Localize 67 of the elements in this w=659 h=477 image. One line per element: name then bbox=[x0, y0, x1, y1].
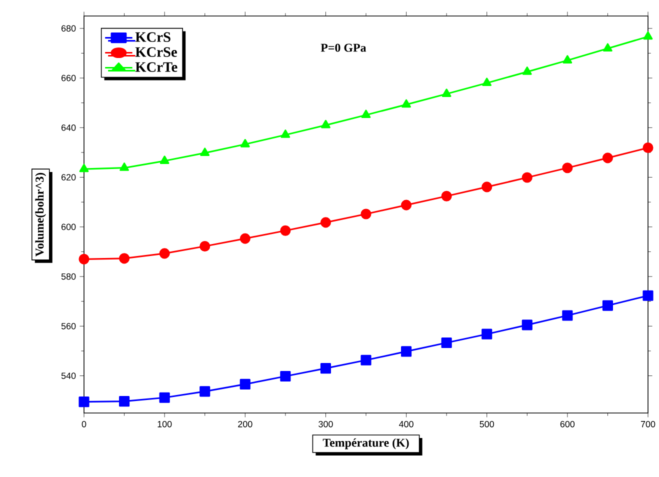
legend-label: KCrSe bbox=[135, 47, 177, 57]
point bbox=[522, 66, 532, 75]
point bbox=[159, 392, 170, 403]
point bbox=[482, 182, 492, 192]
legend-label: KCrS bbox=[135, 32, 170, 42]
point bbox=[602, 300, 614, 311]
x-axis-title: Température (K) bbox=[322, 438, 409, 450]
y-tick-label: 600 bbox=[62, 224, 76, 230]
point bbox=[441, 337, 452, 348]
y-tick-label: 640 bbox=[62, 124, 76, 131]
point bbox=[200, 240, 210, 252]
y-axis-title: Volume(bohr^3) bbox=[35, 172, 46, 256]
point bbox=[160, 156, 170, 164]
y-tick-label: 560 bbox=[61, 322, 76, 330]
point bbox=[200, 386, 210, 397]
y-tick-label: 540 bbox=[61, 372, 76, 379]
point bbox=[280, 225, 291, 236]
point bbox=[200, 148, 210, 156]
x-tick-label: 700 bbox=[640, 420, 656, 428]
point bbox=[441, 190, 452, 202]
point bbox=[320, 217, 331, 228]
point bbox=[562, 162, 573, 174]
point bbox=[602, 152, 614, 164]
point bbox=[482, 78, 492, 86]
x-tick-label: 400 bbox=[399, 420, 414, 428]
point bbox=[562, 55, 572, 64]
point bbox=[603, 43, 612, 52]
x-tick-label: 500 bbox=[480, 420, 494, 428]
point bbox=[401, 346, 412, 357]
y-tick-label: 680 bbox=[62, 25, 76, 32]
point bbox=[79, 164, 89, 172]
y-tick-label: 660 bbox=[62, 74, 76, 82]
point bbox=[78, 254, 90, 264]
point bbox=[119, 396, 130, 407]
x-tick-label: 0 bbox=[82, 420, 86, 428]
point bbox=[643, 31, 653, 40]
point bbox=[360, 208, 372, 220]
legend-label: KCrTe bbox=[135, 62, 178, 72]
x-tick-label: 200 bbox=[238, 420, 252, 428]
point bbox=[120, 162, 129, 171]
y-tick-label: 580 bbox=[61, 273, 76, 280]
point bbox=[401, 200, 412, 210]
x-tick-label: 600 bbox=[560, 420, 575, 428]
y-tick-label: 620 bbox=[62, 174, 76, 180]
x-tick-label: 300 bbox=[318, 420, 333, 428]
annotation: P=0 GPa bbox=[320, 44, 366, 52]
point bbox=[321, 120, 330, 128]
point bbox=[642, 290, 654, 301]
point bbox=[562, 310, 573, 321]
point bbox=[642, 142, 654, 154]
point bbox=[159, 248, 170, 259]
point bbox=[280, 370, 291, 382]
point bbox=[442, 88, 452, 97]
point bbox=[240, 378, 250, 390]
point bbox=[78, 396, 90, 408]
point bbox=[482, 328, 492, 340]
point bbox=[240, 138, 250, 148]
point bbox=[522, 172, 532, 183]
point bbox=[119, 253, 130, 264]
point bbox=[402, 99, 411, 108]
point bbox=[361, 110, 371, 118]
point bbox=[522, 320, 532, 330]
x-tick-label: 100 bbox=[158, 420, 172, 428]
point bbox=[280, 130, 290, 138]
point bbox=[240, 233, 250, 244]
point bbox=[360, 354, 372, 366]
point bbox=[320, 363, 331, 374]
